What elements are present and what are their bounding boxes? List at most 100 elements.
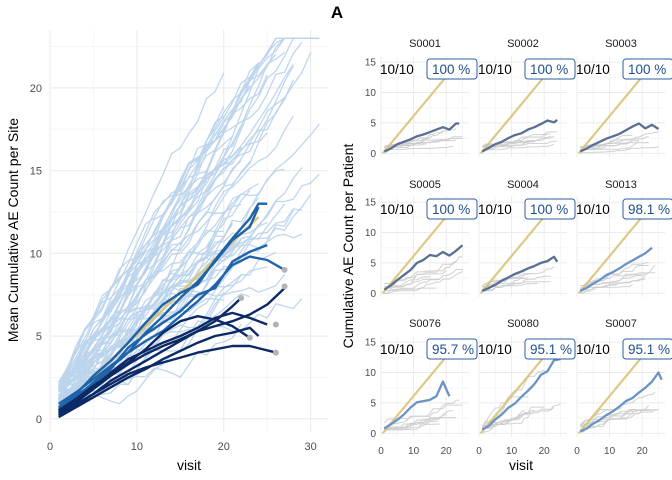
site-series-line [58,167,303,403]
y-tick-label: 0 [370,289,376,300]
y-tick-label: 20 [30,83,42,95]
percentage-badge [524,338,576,360]
x-tick-label: 10 [604,446,616,457]
y-tick-label: 10 [365,368,377,379]
percentage-badge [622,338,672,360]
facet-panel-s0007: S0007 10/10 95.1 % 0 10 20 [574,318,672,457]
site-series-line [58,72,225,383]
site-series-line [58,168,285,393]
patient-series-line [482,283,538,292]
patient-series-line [384,276,430,288]
patient-series-line [384,136,463,149]
y-tick-label: 15 [365,198,377,209]
highlighted-site-series [58,311,268,414]
y-tick-label: 0 [370,429,376,440]
patient-series-line [383,399,460,429]
facet-strip-label: S0004 [507,179,539,191]
left-x-axis-title: visit [177,457,201,473]
percentage-badge [524,198,576,220]
y-tick-label: 10 [30,248,42,260]
site-series-line [58,61,260,383]
patient-series-line [482,409,535,427]
patient-series-line [580,284,633,293]
patient-series-line [580,410,652,430]
series-end-point [272,349,279,356]
y-tick-label: 5 [370,118,376,129]
facet-panel-s0002: S0002 10/10 100 % [478,38,576,157]
facet-panel-s0003: S0003 10/10 100 % [576,38,672,157]
patient-series-line [384,269,463,291]
site-series-line [58,52,312,393]
patient-series-line [580,409,646,427]
patient-series-line [580,272,656,294]
x-tick-label: 10 [506,446,518,457]
percentage-badge-label: 95.1 % [530,342,572,357]
x-tick-label: 20 [539,446,551,457]
site-mean-line [579,371,663,433]
x-tick-label: 30 [305,441,317,453]
percentage-badge [426,338,478,360]
highlighted-site-series [58,344,277,415]
site-series-line [58,182,259,391]
site-mean-line [383,380,451,430]
facet-panel-s0076: S0076 10/10 95.7 % 0 5 10 15 0 10 20 [365,318,478,457]
patient-series-line [482,144,555,152]
series-end-point [246,334,253,341]
highlighted-site-series [57,202,268,409]
x-tick-label: 0 [47,441,53,453]
site-mean-line [481,118,558,153]
site-mean-line [383,244,464,291]
patient-series-line [481,407,555,427]
percentage-badge-label: 95.1 % [628,342,670,357]
percentage-badge [426,198,478,220]
x-tick-label: 20 [637,446,649,457]
x-tick-label: 0 [378,446,384,457]
facet-panel-s0005: S0005 10/10 100 % 0 5 10 15 [365,179,478,300]
site-mean-line [579,122,660,153]
y-tick-label: 15 [30,166,42,178]
series-end-point [281,266,288,273]
y-tick-label: 5 [370,398,376,409]
patient-series-line [384,278,440,291]
site-mean-line [481,255,559,292]
facet-y-axis-title: Cumulative AE Count per Patient [340,144,356,349]
percentage-badge-label: 100 % [530,202,568,217]
percentage-badge-label: 100 % [432,62,470,77]
highlighted-site-series [57,243,268,410]
patient-series-line [482,140,535,148]
patient-series-line [580,131,659,152]
highlighted-site-series [58,315,251,412]
facet-panel-s0001: S0001 10/10 100 % 0 5 10 15 [365,38,478,160]
percentage-badge-label: 100 % [628,62,666,77]
site-mean-line [579,246,653,292]
patient-series-line [580,278,646,291]
facet-strip-label: S0080 [507,318,539,330]
y-tick-label: 15 [365,58,377,69]
site-series-line [58,84,251,401]
patient-series-line [384,410,453,430]
patient-ratio-label: 10/10 [478,62,512,77]
patient-series-line [384,271,463,294]
patient-ratio-label: 10/10 [380,62,414,77]
highlighted-site-series [58,255,286,405]
y-tick-label: 5 [370,258,376,269]
highlighted-site-series [58,326,260,419]
y-tick-label: 10 [365,228,377,239]
x-tick-label: 10 [408,446,420,457]
site-series-line [58,208,303,402]
site-series-line [58,146,242,393]
patient-series-line [580,409,659,433]
facet-strip-label: S0013 [605,179,637,191]
y-tick-label: 5 [36,331,42,343]
site-series-line [58,37,302,393]
y-tick-label: 0 [36,414,42,426]
facet-strip-label: S0003 [605,38,637,50]
facet-strip-label: S0002 [507,38,539,50]
site-mean-line [481,357,561,431]
left-chart-panel: 0 10 20 30 0 5 10 15 20 [30,30,328,453]
site-series-line [58,37,320,385]
facet-x-axis-title: visit [509,457,533,473]
x-tick-label: 20 [441,446,453,457]
